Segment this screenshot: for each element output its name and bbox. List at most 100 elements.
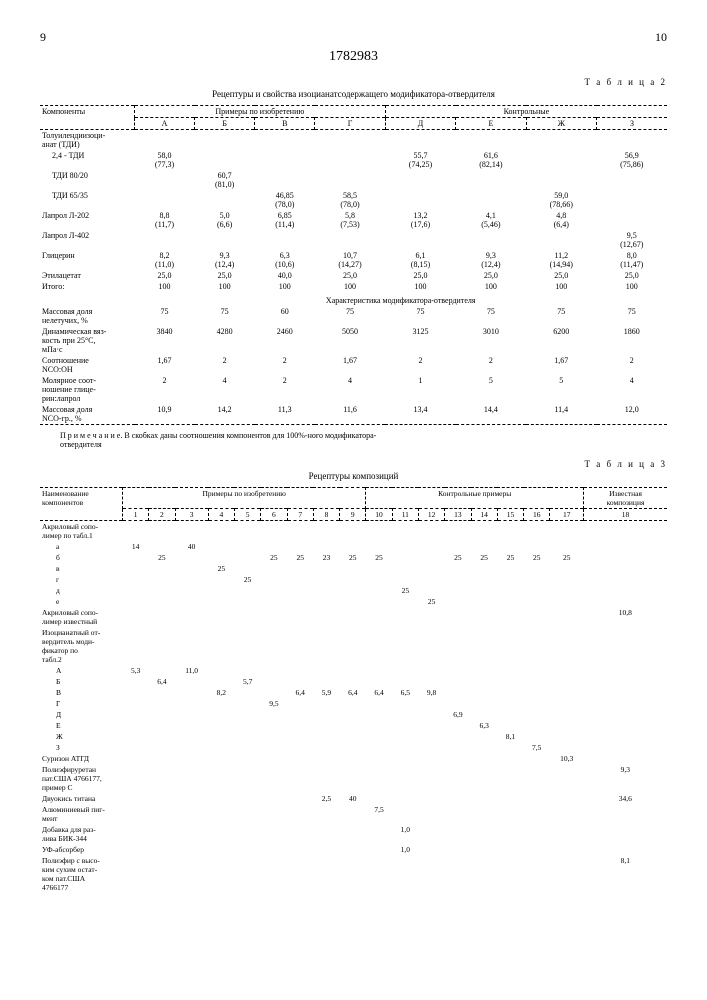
cell bbox=[175, 687, 208, 698]
t2-r4l: ТДИ 65/35 bbox=[40, 190, 135, 210]
cell: 75 bbox=[526, 306, 596, 326]
cell: 8,1 bbox=[497, 731, 523, 742]
cell bbox=[313, 742, 339, 753]
cell bbox=[340, 585, 366, 596]
t3-r9l: УФ-абсорбер bbox=[40, 844, 123, 855]
cell bbox=[340, 804, 366, 824]
cell bbox=[471, 563, 497, 574]
cell bbox=[524, 804, 550, 824]
cell bbox=[287, 596, 313, 607]
cell: 25 bbox=[340, 552, 366, 563]
cell bbox=[550, 585, 584, 596]
cell: 1860 bbox=[597, 326, 667, 355]
cell bbox=[149, 731, 175, 742]
cell bbox=[471, 607, 497, 627]
cell bbox=[418, 764, 444, 793]
cell: 10,8 bbox=[584, 607, 667, 627]
cell bbox=[445, 665, 471, 676]
cell: 25 bbox=[261, 552, 287, 563]
cell: 1 bbox=[385, 375, 455, 404]
cell bbox=[524, 855, 550, 893]
cell bbox=[208, 720, 234, 731]
cell bbox=[261, 753, 287, 764]
cell: 8,1 bbox=[584, 855, 667, 893]
cell bbox=[175, 585, 208, 596]
cell bbox=[497, 563, 523, 574]
cell bbox=[149, 742, 175, 753]
cell bbox=[287, 607, 313, 627]
cell bbox=[234, 709, 260, 720]
cell: 4,1 (5,46) bbox=[456, 210, 526, 230]
cell bbox=[524, 698, 550, 709]
col-А: А bbox=[135, 118, 195, 130]
cell bbox=[123, 731, 149, 742]
cell bbox=[392, 563, 418, 574]
cell: 40 bbox=[340, 793, 366, 804]
cell bbox=[175, 804, 208, 824]
cell bbox=[195, 230, 255, 250]
cell bbox=[524, 720, 550, 731]
cell bbox=[418, 731, 444, 742]
cell bbox=[366, 764, 392, 793]
cell: 25 bbox=[445, 552, 471, 563]
col-Ж: Ж bbox=[526, 118, 596, 130]
cell bbox=[366, 793, 392, 804]
cell bbox=[234, 552, 260, 563]
cell: 8,2 (11,0) bbox=[135, 250, 195, 270]
cell: 14,2 bbox=[195, 404, 255, 425]
cell bbox=[175, 698, 208, 709]
cell bbox=[313, 709, 339, 720]
cell: 5050 bbox=[315, 326, 385, 355]
cell bbox=[584, 596, 667, 607]
cell bbox=[471, 665, 497, 676]
col-14: 14 bbox=[471, 509, 497, 521]
sub-В: В bbox=[40, 687, 123, 698]
cell bbox=[392, 742, 418, 753]
cell bbox=[313, 764, 339, 793]
cell bbox=[497, 764, 523, 793]
t2-r11l: Динамическая вяз- кость при 25°С, мПа·с bbox=[40, 326, 135, 355]
cell bbox=[392, 676, 418, 687]
sub-А: А bbox=[40, 665, 123, 676]
cell bbox=[313, 541, 339, 552]
table3: Наименование компонентов Примеры по изоб… bbox=[40, 487, 667, 893]
cell bbox=[392, 552, 418, 563]
cell bbox=[313, 731, 339, 742]
cell bbox=[471, 855, 497, 893]
sub-З: З bbox=[40, 742, 123, 753]
cell: 4 bbox=[315, 375, 385, 404]
cell bbox=[550, 709, 584, 720]
cell bbox=[392, 698, 418, 709]
cell bbox=[418, 844, 444, 855]
cell bbox=[497, 665, 523, 676]
cell bbox=[526, 230, 596, 250]
cell bbox=[550, 764, 584, 793]
cell bbox=[234, 698, 260, 709]
cell bbox=[584, 720, 667, 731]
cell bbox=[497, 607, 523, 627]
cell bbox=[471, 676, 497, 687]
cell: 75 bbox=[315, 306, 385, 326]
cell: 7,5 bbox=[366, 804, 392, 824]
cell bbox=[497, 742, 523, 753]
cell: 2 bbox=[385, 355, 455, 375]
cell bbox=[234, 541, 260, 552]
t3-hdr-name: Наименование компонентов bbox=[40, 488, 123, 521]
cell: 58,5 (78,0) bbox=[315, 190, 385, 210]
cell bbox=[135, 170, 195, 190]
cell: 25,0 bbox=[385, 270, 455, 281]
cell: 59,0 (78,66) bbox=[526, 190, 596, 210]
cell bbox=[149, 563, 175, 574]
cell bbox=[340, 709, 366, 720]
cell: 5 bbox=[456, 375, 526, 404]
cell bbox=[392, 804, 418, 824]
cell bbox=[175, 709, 208, 720]
cell bbox=[385, 230, 455, 250]
cell bbox=[471, 574, 497, 585]
cell bbox=[524, 753, 550, 764]
col-7: 7 bbox=[287, 509, 313, 521]
col-8: 8 bbox=[313, 509, 339, 521]
cell: 75 bbox=[385, 306, 455, 326]
cell bbox=[497, 541, 523, 552]
cell: 4280 bbox=[195, 326, 255, 355]
